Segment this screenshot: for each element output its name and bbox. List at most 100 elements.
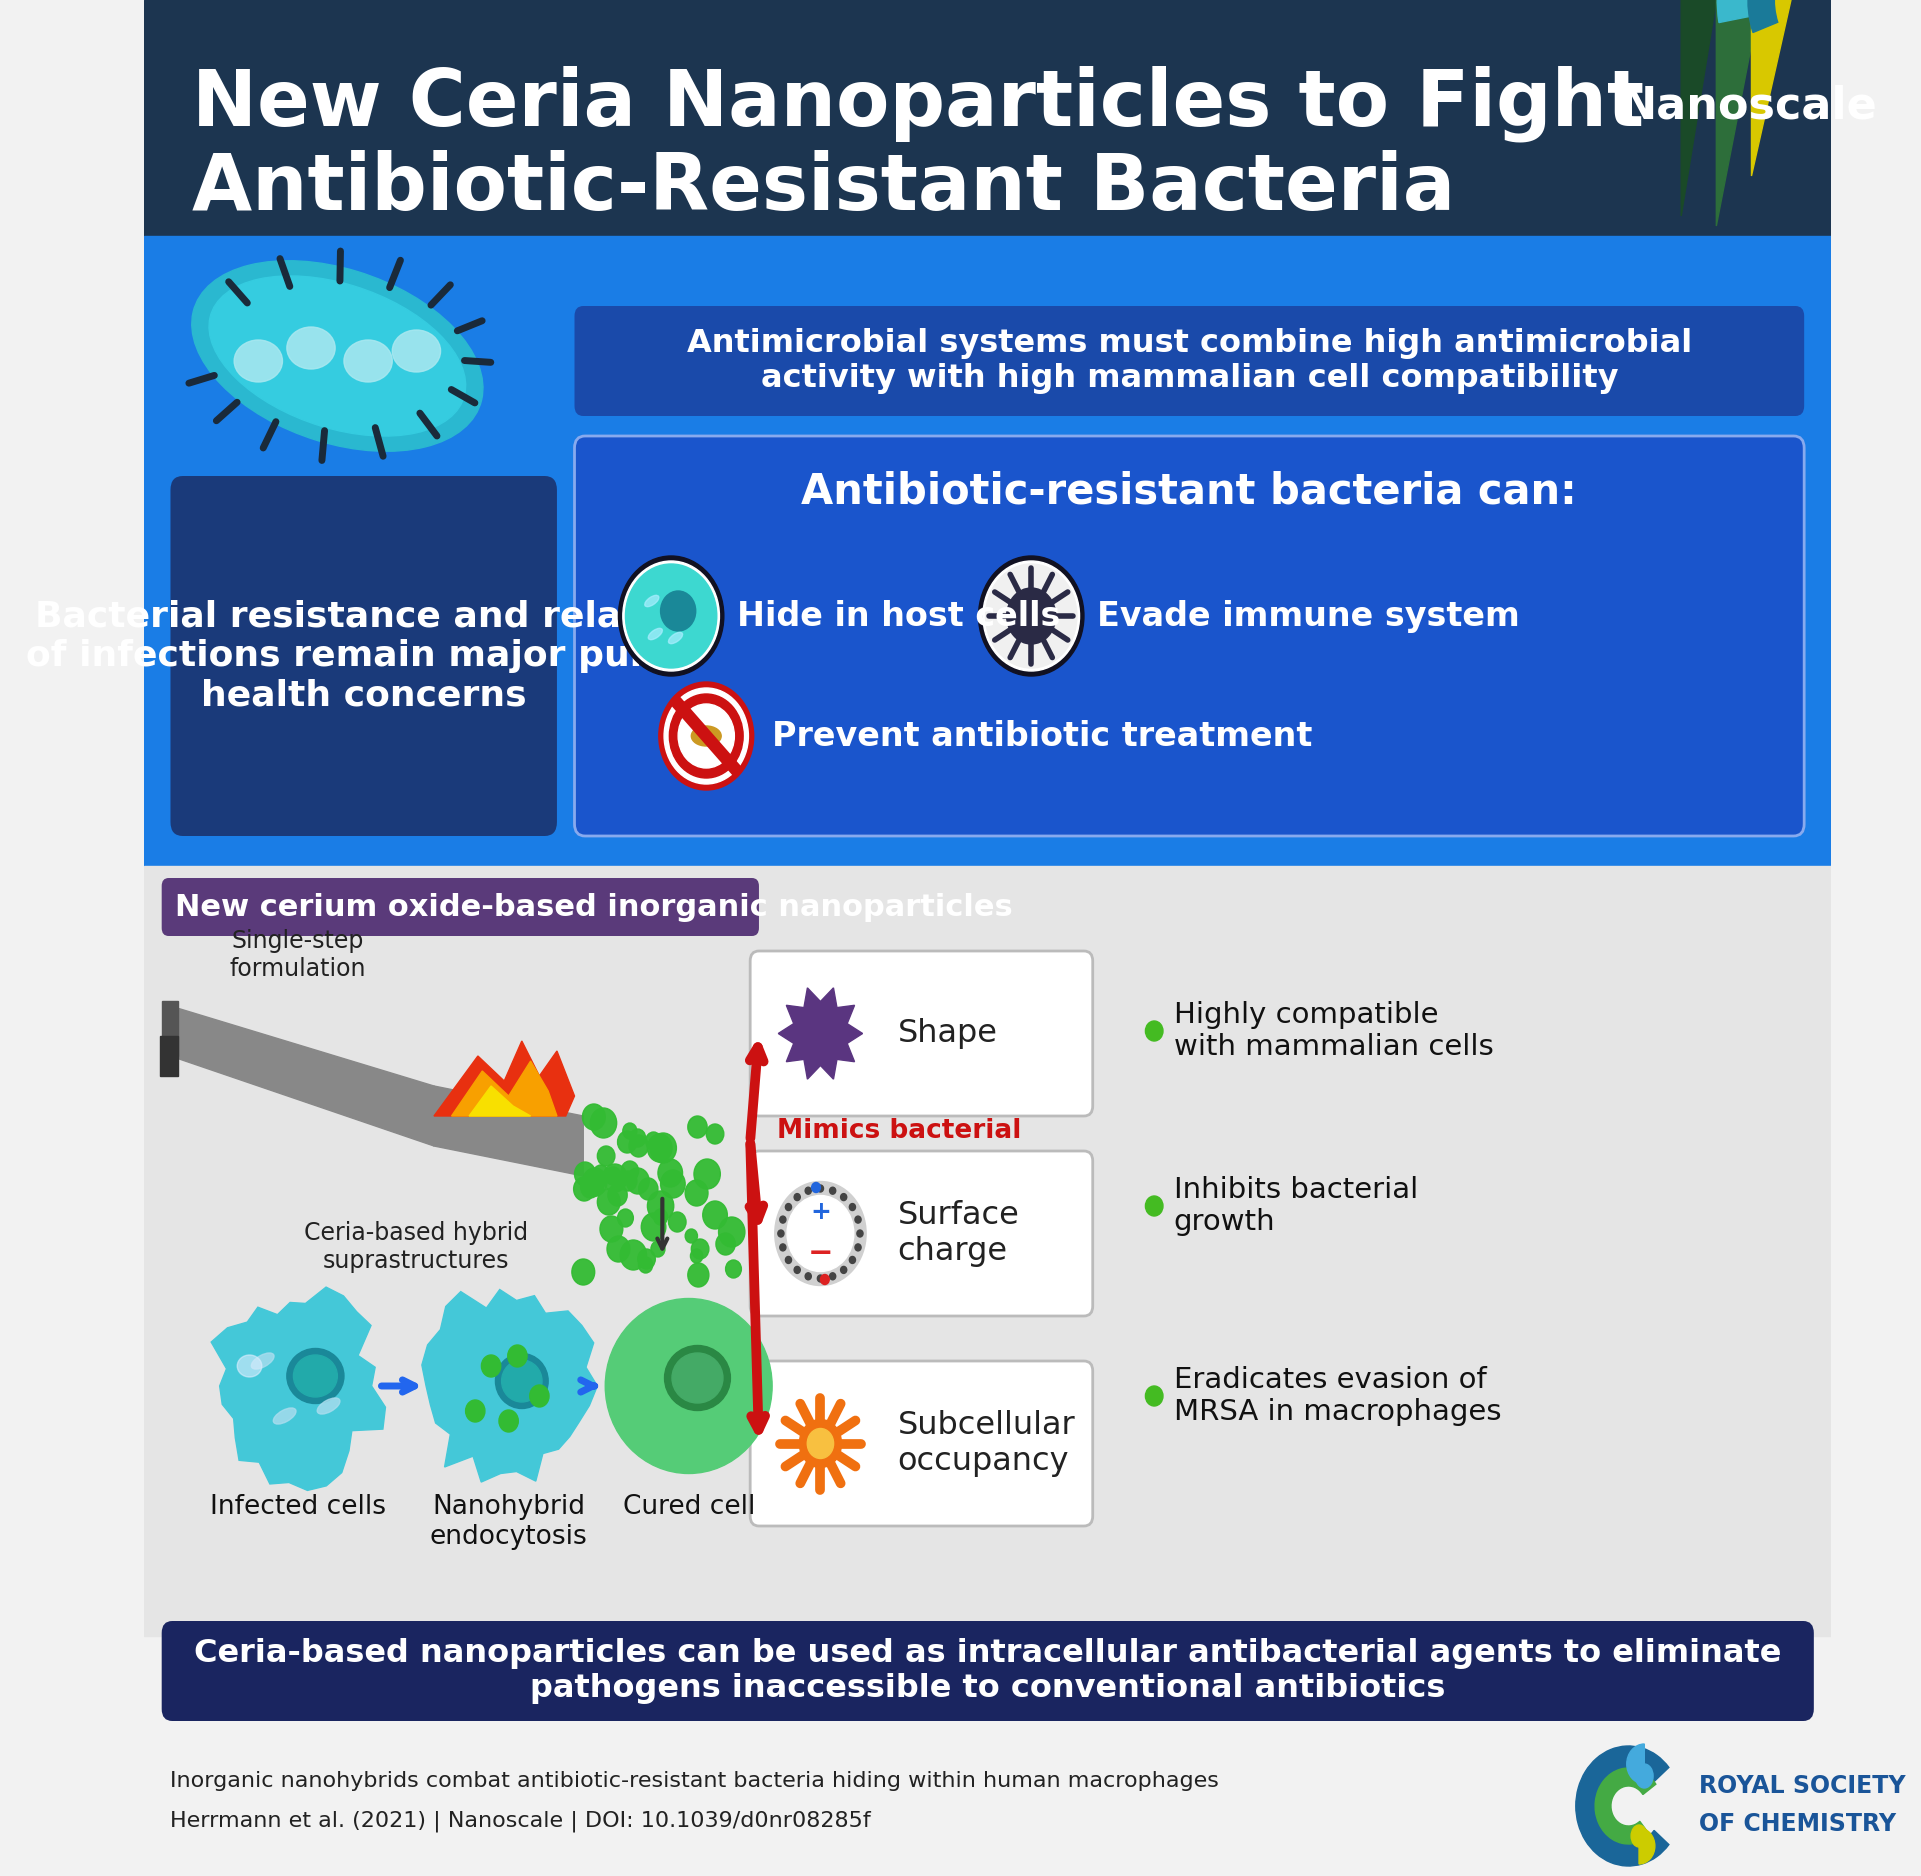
Ellipse shape xyxy=(252,1353,275,1369)
Text: OF CHEMISTRY: OF CHEMISTRY xyxy=(1698,1812,1896,1837)
Circle shape xyxy=(707,1124,724,1144)
Text: Cured cell: Cured cell xyxy=(622,1493,755,1520)
Circle shape xyxy=(849,1257,855,1263)
Text: Evade immune system: Evade immune system xyxy=(1097,600,1520,632)
Circle shape xyxy=(572,1259,596,1285)
Circle shape xyxy=(807,1428,834,1458)
Circle shape xyxy=(692,1238,709,1259)
Polygon shape xyxy=(778,989,863,1079)
Wedge shape xyxy=(1575,1747,1669,1867)
Polygon shape xyxy=(434,1086,584,1176)
Polygon shape xyxy=(211,1287,386,1490)
Ellipse shape xyxy=(344,340,392,383)
Polygon shape xyxy=(1681,0,1715,216)
Circle shape xyxy=(686,1180,709,1206)
Circle shape xyxy=(665,688,749,784)
Circle shape xyxy=(607,1184,628,1206)
Circle shape xyxy=(499,1411,519,1431)
Circle shape xyxy=(774,1182,866,1285)
Polygon shape xyxy=(171,1006,434,1146)
Ellipse shape xyxy=(645,595,659,606)
Circle shape xyxy=(661,591,695,630)
Polygon shape xyxy=(1715,0,1760,225)
Wedge shape xyxy=(1717,0,1825,23)
Wedge shape xyxy=(1639,1827,1654,1865)
Circle shape xyxy=(726,1261,742,1278)
Polygon shape xyxy=(159,1036,177,1077)
Circle shape xyxy=(607,1236,630,1263)
Ellipse shape xyxy=(1631,1825,1646,1848)
Ellipse shape xyxy=(669,632,682,643)
Bar xyxy=(161,1002,177,1056)
Circle shape xyxy=(780,1244,786,1251)
Text: Inhibits bacterial
growth: Inhibits bacterial growth xyxy=(1174,1176,1418,1236)
Circle shape xyxy=(841,1193,847,1201)
Circle shape xyxy=(688,1263,709,1287)
Circle shape xyxy=(582,1169,607,1197)
Circle shape xyxy=(582,1103,605,1129)
Ellipse shape xyxy=(192,261,482,452)
FancyBboxPatch shape xyxy=(574,306,1804,416)
Ellipse shape xyxy=(286,1349,344,1403)
Circle shape xyxy=(780,1216,786,1223)
Circle shape xyxy=(830,1188,836,1195)
Circle shape xyxy=(788,1195,853,1272)
Ellipse shape xyxy=(286,326,334,370)
Circle shape xyxy=(619,1171,638,1191)
Circle shape xyxy=(630,1129,645,1146)
Circle shape xyxy=(686,1229,697,1244)
Polygon shape xyxy=(1752,0,1790,176)
Circle shape xyxy=(799,1420,841,1467)
Text: −: − xyxy=(807,1238,834,1268)
Text: +: + xyxy=(811,1199,832,1223)
Text: Shape: Shape xyxy=(897,1019,997,1049)
Text: Prevent antibiotic treatment: Prevent antibiotic treatment xyxy=(772,720,1312,752)
Circle shape xyxy=(638,1178,659,1201)
Circle shape xyxy=(626,1169,649,1193)
Wedge shape xyxy=(1748,0,1827,32)
Circle shape xyxy=(857,1231,863,1236)
Circle shape xyxy=(580,1176,599,1199)
Ellipse shape xyxy=(636,576,697,657)
Circle shape xyxy=(805,1188,811,1195)
Circle shape xyxy=(1007,587,1057,643)
Ellipse shape xyxy=(234,340,282,383)
Text: Inorganic nanohybrids combat antibiotic-resistant bacteria hiding within human m: Inorganic nanohybrids combat antibiotic-… xyxy=(171,1771,1220,1792)
Polygon shape xyxy=(469,1086,530,1116)
Circle shape xyxy=(620,1240,647,1270)
Circle shape xyxy=(653,1208,669,1225)
Circle shape xyxy=(597,1146,615,1167)
Circle shape xyxy=(793,1193,801,1201)
Circle shape xyxy=(1145,1197,1162,1216)
Polygon shape xyxy=(423,1289,597,1482)
Wedge shape xyxy=(1627,1745,1644,1784)
Circle shape xyxy=(805,1272,811,1279)
Circle shape xyxy=(622,561,720,672)
FancyBboxPatch shape xyxy=(751,1360,1093,1525)
FancyBboxPatch shape xyxy=(171,477,557,837)
Circle shape xyxy=(813,1182,820,1193)
Circle shape xyxy=(841,1266,847,1274)
Circle shape xyxy=(574,1176,596,1201)
Text: Subcellular
occupancy: Subcellular occupancy xyxy=(897,1411,1076,1476)
Bar xyxy=(144,236,1831,867)
Bar xyxy=(144,1735,1831,1876)
Circle shape xyxy=(669,694,743,779)
Circle shape xyxy=(638,1257,653,1274)
Circle shape xyxy=(617,1208,634,1227)
Text: Surface
charge: Surface charge xyxy=(897,1201,1020,1266)
Ellipse shape xyxy=(672,1353,722,1403)
Circle shape xyxy=(693,1159,720,1189)
Text: Eradicates evasion of
MRSA in macrophages: Eradicates evasion of MRSA in macrophage… xyxy=(1174,1366,1500,1426)
Circle shape xyxy=(620,1161,638,1182)
Circle shape xyxy=(651,1242,665,1257)
Circle shape xyxy=(816,1186,824,1191)
Wedge shape xyxy=(1594,1767,1656,1844)
Circle shape xyxy=(482,1354,501,1377)
Circle shape xyxy=(603,1163,628,1191)
Circle shape xyxy=(978,555,1083,675)
Ellipse shape xyxy=(647,628,663,640)
Circle shape xyxy=(688,1116,707,1139)
Circle shape xyxy=(590,1109,617,1139)
Circle shape xyxy=(599,1216,622,1242)
